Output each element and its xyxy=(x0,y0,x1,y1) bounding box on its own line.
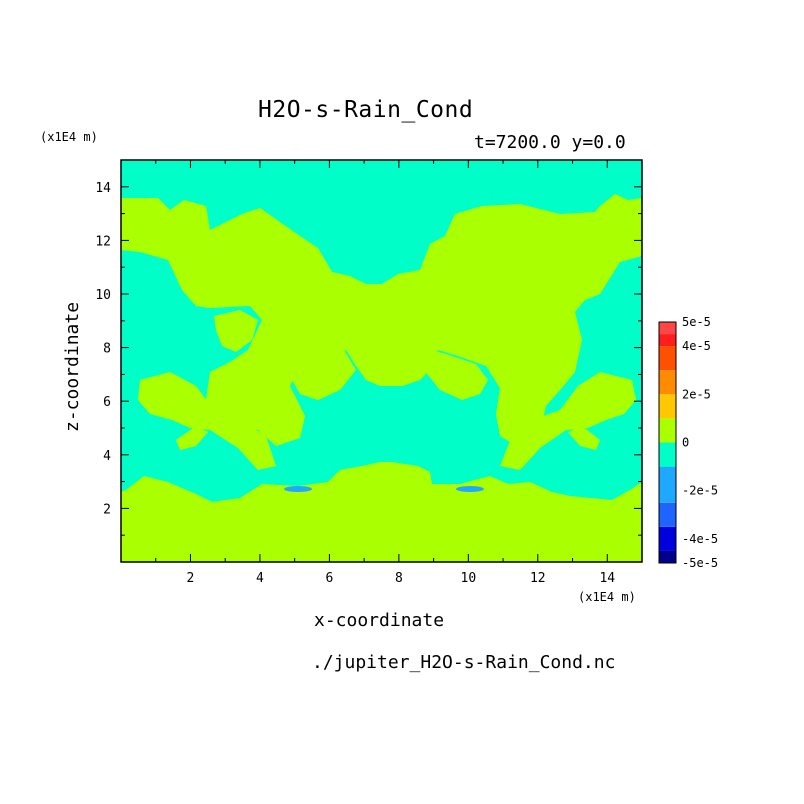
colorbar-band xyxy=(659,394,676,419)
colorbar-band xyxy=(659,418,676,443)
y-tick-label: 6 xyxy=(103,395,111,410)
colorbar-tick-label: 2e-5 xyxy=(682,387,711,401)
y-tick-label: 12 xyxy=(95,234,111,249)
colorbar-band xyxy=(659,466,676,503)
negative-pocket-left xyxy=(284,486,312,492)
y-axis-ticks: 2 4 6 8 10 12 14 xyxy=(95,181,642,536)
colorbar: 5e-5 4e-5 2e-5 0 -2e-5 -4e-5 -5e-5 xyxy=(658,315,718,570)
chart-subtitle: t=7200.0 y=0.0 xyxy=(474,132,626,153)
colorbar-band xyxy=(659,526,676,551)
colorbar-frame xyxy=(658,321,677,564)
x-tick-label: 12 xyxy=(530,571,546,586)
colorbar-tick-label: -5e-5 xyxy=(682,556,718,570)
chart-title: H2O-s-Rain_Cond xyxy=(258,97,474,123)
colorbar-tick-label: 4e-5 xyxy=(682,339,711,353)
colorbar-tick-label: 0 xyxy=(682,436,689,450)
x-tick-label: 14 xyxy=(599,571,615,586)
colorbar-band xyxy=(659,322,676,335)
plot-area xyxy=(120,159,643,563)
positive-lobe-left-upper xyxy=(214,310,258,352)
colorbar-tick-label: 5e-5 xyxy=(682,315,711,329)
positive-blob-right-small xyxy=(568,426,600,450)
y-tick-label: 8 xyxy=(103,342,111,357)
positive-wing-left xyxy=(292,350,356,400)
positive-wing-right xyxy=(424,350,488,400)
plot-frame xyxy=(120,159,643,563)
x-tick-label: 2 xyxy=(187,571,195,586)
y-tick-label: 14 xyxy=(95,181,111,196)
colorbar-band xyxy=(659,502,676,527)
negative-region-main xyxy=(121,160,642,284)
positive-arm-left xyxy=(138,372,276,470)
negative-pocket-right xyxy=(456,486,484,492)
colorbar-band xyxy=(659,442,676,467)
colorbar-tick-label: -2e-5 xyxy=(682,484,718,498)
y-tick-label: 10 xyxy=(95,288,111,303)
x-tick-label: 10 xyxy=(461,571,477,586)
x-axis-label: x-coordinate xyxy=(314,610,445,631)
colorbar-band xyxy=(659,370,676,395)
x-axis-ticks: 2 4 6 8 10 12 14 xyxy=(155,160,615,586)
colorbar-band xyxy=(659,550,676,563)
y-axis-unit: (x1E4 m) xyxy=(40,130,98,144)
colorbar-tick-label: -4e-5 xyxy=(682,532,718,546)
colorbar-band xyxy=(659,334,676,347)
source-file-label: ./jupiter_H2O-s-Rain_Cond.nc xyxy=(312,652,616,673)
positive-arm-right xyxy=(500,372,636,470)
x-axis-unit: (x1E4 m) xyxy=(578,590,636,604)
y-tick-label: 4 xyxy=(103,449,111,464)
colorbar-band xyxy=(659,346,676,371)
x-tick-label: 4 xyxy=(256,571,264,586)
positive-blob-left-small xyxy=(176,426,208,450)
x-tick-label: 8 xyxy=(395,571,403,586)
y-tick-label: 2 xyxy=(103,502,111,517)
positive-lobe-right-upper xyxy=(512,310,556,352)
x-tick-label: 6 xyxy=(325,571,333,586)
